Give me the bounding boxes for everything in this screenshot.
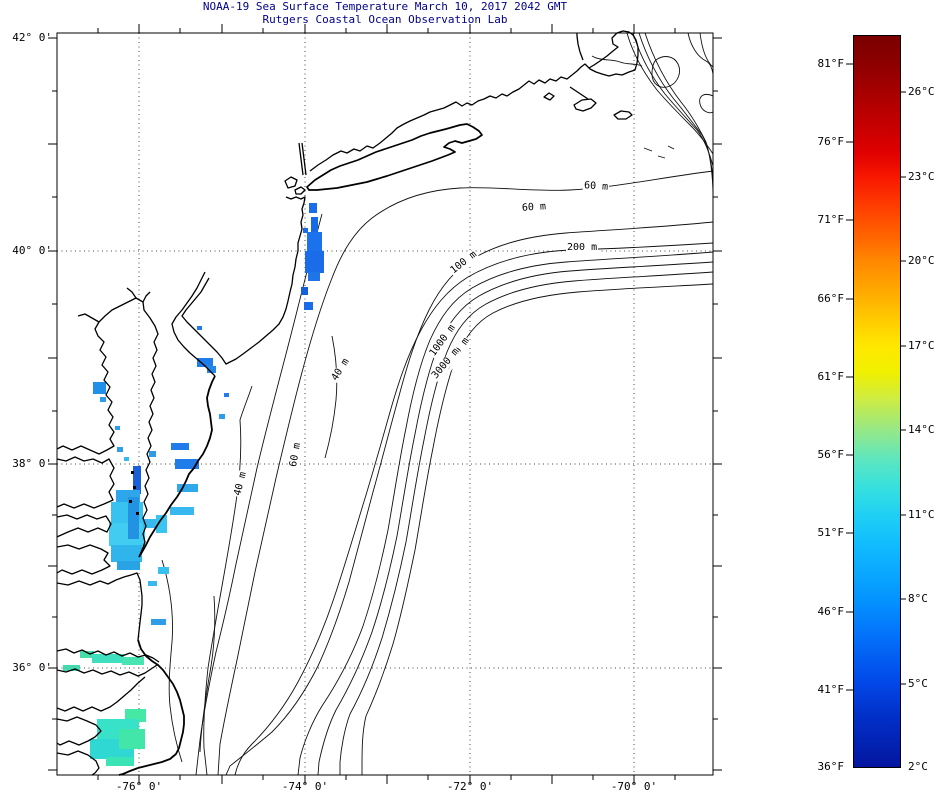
contour-label-60m-a: 60 m xyxy=(582,180,610,193)
coastlines xyxy=(56,30,639,776)
colorbar-f-46: 46°F xyxy=(817,605,845,618)
colorbar-f-61: 61°F xyxy=(817,370,845,383)
colorbar-f-56: 56°F xyxy=(817,448,845,461)
bathymetry-contours xyxy=(161,32,714,776)
axes-frame xyxy=(48,24,722,784)
x-axis-label-74: -74° 0' xyxy=(281,780,329,793)
map-title-line1: NOAA-19 Sea Surface Temperature March 10… xyxy=(202,0,568,13)
colorbar-f-66: 66°F xyxy=(817,292,845,305)
temperature-colorbar xyxy=(853,35,901,768)
x-axis-label-76: -76° 0' xyxy=(115,780,163,793)
colorbar-c-20: 20°C xyxy=(908,254,935,267)
y-axis-label-38: 38° 0' xyxy=(12,457,52,470)
contour-label-60m-b: 60 m xyxy=(520,201,548,214)
y-axis-label-36: 36° 0' xyxy=(12,661,52,674)
colorbar-c-17: 17°C xyxy=(908,339,935,352)
y-axis-label-42: 42° 0' xyxy=(12,31,52,44)
x-axis-label-72: -72° 0' xyxy=(446,780,494,793)
colorbar-f-41: 41°F xyxy=(817,683,845,696)
map-title-line2: Rutgers Coastal Ocean Observation Lab xyxy=(262,13,508,26)
colorbar-c-5: 5°C xyxy=(908,677,928,690)
colorbar-c-11: 11°C xyxy=(908,508,935,521)
colorbar-f-76: 76°F xyxy=(817,135,845,148)
colorbar-c-26: 26°C xyxy=(908,85,935,98)
colorbar-f-51: 51°F xyxy=(817,526,845,539)
contour-label-200m: 200 m xyxy=(566,242,599,253)
colorbar-f-36: 36°F xyxy=(817,760,845,773)
colorbar-f-81: 81°F xyxy=(817,57,845,70)
colorbar-c-14: 14°C xyxy=(908,423,935,436)
colorbar-c-23: 23°C xyxy=(908,170,935,183)
colorbar-c-2: 2°C xyxy=(908,760,928,773)
colorbar-f-71: 71°F xyxy=(817,213,845,226)
colorbar-c-8: 8°C xyxy=(908,592,928,605)
x-axis-label-70: -70° 0' xyxy=(610,780,658,793)
sst-patches xyxy=(63,203,324,766)
y-axis-label-40: 40° 0' xyxy=(12,244,52,257)
